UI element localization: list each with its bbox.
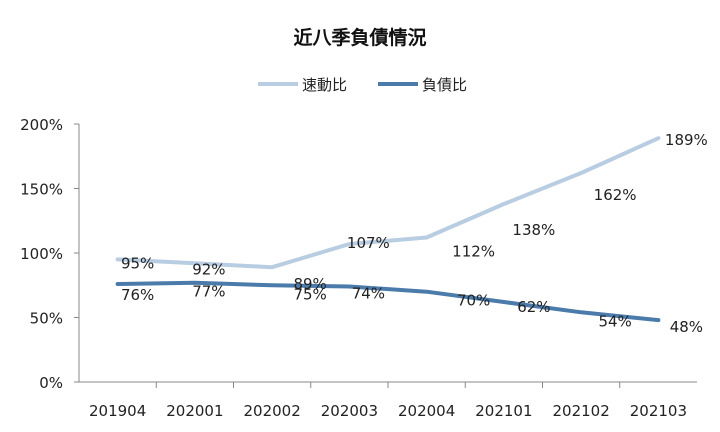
data-label-quick-ratio: 112% bbox=[452, 243, 495, 261]
chart-title: 近八季負債情況 bbox=[293, 26, 426, 49]
x-tick-label: 202103 bbox=[630, 402, 687, 420]
data-label-quick-ratio: 95% bbox=[121, 254, 154, 272]
data-label-debt-ratio: 76% bbox=[121, 286, 154, 304]
data-label-debt-ratio: 48% bbox=[670, 318, 703, 336]
data-label-quick-ratio: 162% bbox=[594, 186, 637, 204]
data-label-debt-ratio: 75% bbox=[293, 285, 326, 303]
data-label-debt-ratio: 70% bbox=[457, 292, 490, 310]
series-line-debt-ratio bbox=[115, 280, 661, 323]
y-tick-label: 0% bbox=[39, 374, 63, 392]
y-tick-label: 50% bbox=[30, 310, 63, 328]
legend-label-debt-ratio: 負債比 bbox=[422, 76, 467, 94]
data-label-debt-ratio: 62% bbox=[517, 298, 550, 316]
data-label-quick-ratio: 138% bbox=[512, 221, 555, 239]
data-label-debt-ratio: 74% bbox=[352, 285, 385, 303]
series bbox=[115, 136, 661, 323]
data-label-debt-ratio: 54% bbox=[598, 312, 631, 330]
x-tick-label: 202004 bbox=[398, 402, 455, 420]
series-line-quick-ratio bbox=[115, 136, 661, 270]
y-tick-label: 150% bbox=[20, 181, 63, 199]
x-tick-label: 202002 bbox=[243, 402, 300, 420]
x-tick-label: 202001 bbox=[166, 402, 223, 420]
x-tick-label: 201904 bbox=[89, 402, 146, 420]
data-label-debt-ratio: 77% bbox=[192, 283, 225, 301]
y-ticks: 0% 50% 100% 150% 200% bbox=[20, 116, 79, 392]
x-tick-label: 202101 bbox=[475, 402, 532, 420]
data-label-quick-ratio: 92% bbox=[192, 260, 225, 278]
x-tick-label: 202003 bbox=[321, 402, 378, 420]
data-label-quick-ratio: 189% bbox=[665, 131, 708, 149]
data-label-quick-ratio: 89% bbox=[293, 275, 326, 293]
y-tick-label: 100% bbox=[20, 245, 63, 263]
y-tick-label: 200% bbox=[20, 116, 63, 134]
data-label-quick-ratio: 107% bbox=[347, 234, 390, 252]
x-ticks: 201904 202001 202002 202003 202004 202101 2021… bbox=[89, 382, 687, 420]
data-labels: 95% 92% 89% 107% 112% 138% 162% 189% 76% 77% 75% 74… bbox=[121, 131, 708, 336]
x-tick-label: 202102 bbox=[552, 402, 609, 420]
legend: 速動比 負債比 bbox=[258, 76, 467, 94]
legend-label-quick-ratio: 速動比 bbox=[302, 76, 347, 94]
